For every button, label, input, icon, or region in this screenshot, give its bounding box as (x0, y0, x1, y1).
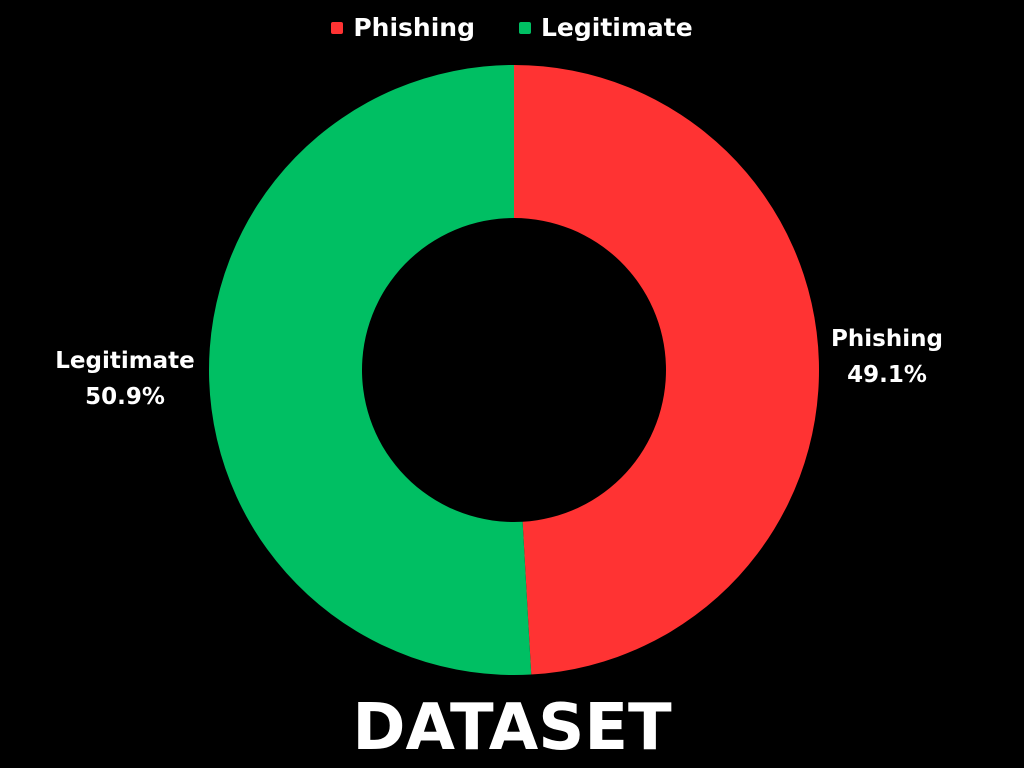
donut-slice-legitimate (208, 65, 532, 675)
slice-value-legitimate: 50.9% (85, 384, 165, 410)
legend-item-phishing: Phishing (331, 12, 475, 44)
legend-item-legitimate: Legitimate (518, 12, 693, 44)
slice-label-legitimate: Legitimate (55, 348, 195, 374)
legend-label-phishing: Phishing (353, 13, 475, 42)
donut-slice-phishing (514, 65, 819, 675)
legend-swatch-phishing (331, 22, 344, 34)
slice-label-phishing: Phishing (831, 326, 943, 352)
slice-value-phishing: 49.1% (847, 362, 927, 388)
chart-title: DATASET (352, 691, 672, 765)
legend-label-legitimate: Legitimate (540, 13, 693, 42)
chart-legend: Phishing Legitimate (0, 12, 1024, 44)
legend-swatch-legitimate (518, 22, 531, 34)
